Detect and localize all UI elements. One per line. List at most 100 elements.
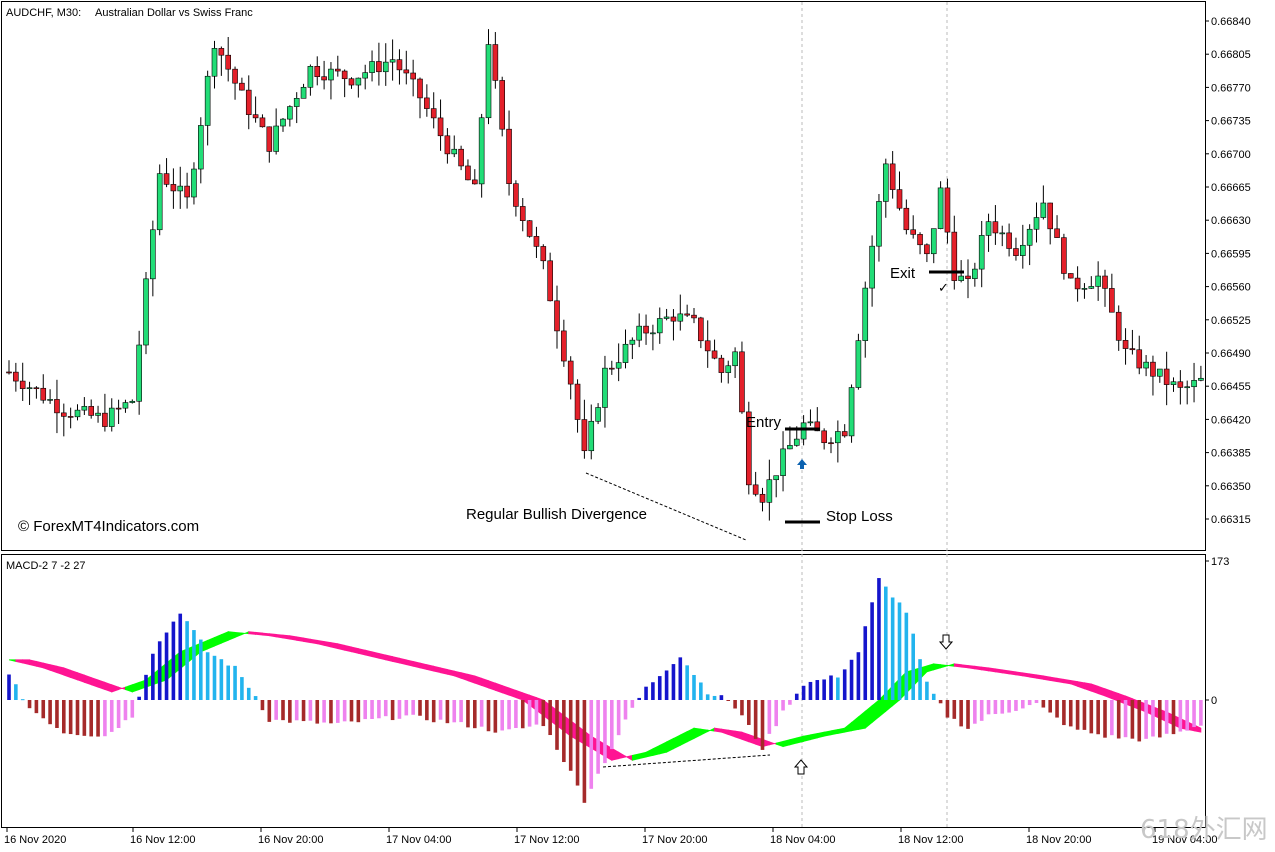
bear-candle <box>492 44 499 81</box>
bull-candle <box>588 420 595 452</box>
bear-candle <box>334 68 341 72</box>
bull-candle <box>1026 228 1033 246</box>
ribbon-segment-down <box>967 665 976 670</box>
ribbon-segment-up <box>864 704 873 729</box>
bear-candle <box>19 380 26 389</box>
bull-candle <box>725 365 732 373</box>
macd-histogram-bar <box>520 700 525 729</box>
bear-candle <box>403 69 410 74</box>
bull-candle <box>300 86 307 99</box>
macd-histogram-bar <box>726 700 731 701</box>
macd-histogram-bar <box>1158 700 1162 738</box>
time-tick-label: 17 Nov 12:00 <box>514 834 579 846</box>
macd-histogram-bar <box>315 700 320 724</box>
macd-histogram-bar <box>500 700 504 731</box>
bear-candle <box>1061 237 1067 274</box>
bull-candle <box>156 173 163 231</box>
ribbon-segment-up <box>673 734 681 750</box>
macd-histogram-bar <box>897 602 902 700</box>
time-tick-label: 16 Nov 20:00 <box>258 834 323 846</box>
ribbon-segment-down <box>392 656 400 664</box>
macd-histogram-bar <box>322 700 326 723</box>
bull-candle <box>74 409 81 418</box>
bull-candle <box>273 125 279 152</box>
candlestick-series <box>6 29 1204 521</box>
macd-histogram-bar <box>82 700 87 736</box>
macd-histogram-bar <box>377 700 381 719</box>
bull-candle <box>930 228 937 255</box>
macd-histogram-bar <box>1178 700 1183 732</box>
ribbon-segment-down <box>275 633 284 639</box>
bear-candle <box>430 108 437 119</box>
ribbon-segment-up <box>131 681 140 693</box>
bear-candle <box>752 484 759 495</box>
macd-histogram-bar <box>630 700 635 708</box>
price-tick-label: 0.66490 <box>1211 348 1251 360</box>
bear-candle <box>218 48 225 56</box>
macd-histogram-bar <box>1130 700 1135 739</box>
ribbon-segment-up <box>220 631 229 644</box>
macd-histogram-bar <box>89 700 93 737</box>
macd-histogram-bar <box>226 665 230 700</box>
macd-histogram-bar <box>466 700 470 728</box>
macd-histogram-bar <box>1068 700 1073 727</box>
macd-down-arrow-icon <box>938 634 954 650</box>
bull-candle <box>773 475 780 481</box>
ribbon-segment-up <box>707 727 715 733</box>
macd-histogram-bar <box>959 700 963 727</box>
bull-candle <box>191 168 197 198</box>
ribbon-segment-down <box>282 634 291 640</box>
bull-candle <box>1143 361 1149 369</box>
macd-histogram-bar <box>1123 700 1128 738</box>
bull-candle <box>999 232 1006 235</box>
ribbon-segment-down <box>15 659 24 664</box>
bear-candle <box>13 371 19 382</box>
macd-histogram-bar <box>719 695 724 700</box>
macd-histogram-bar <box>712 695 717 700</box>
bear-candle <box>60 412 67 417</box>
ribbon-segment-down <box>1015 671 1024 677</box>
time-tick-label: 16 Nov 2020 <box>4 834 66 846</box>
macd-histogram-bar <box>863 626 868 700</box>
macd-histogram-bar <box>75 700 80 736</box>
time-tick-label: 18 Nov 04:00 <box>770 834 835 846</box>
bull-candle <box>1198 377 1204 381</box>
macd-histogram-bar <box>733 700 737 709</box>
ribbon-segment-up <box>686 727 695 743</box>
bull-candle <box>129 400 136 403</box>
bull-candle <box>47 399 53 401</box>
bear-candle <box>745 411 752 486</box>
ribbon-segment-down <box>508 687 517 699</box>
ribbon-segment-down <box>481 677 489 689</box>
macd-histogram-bar <box>7 674 11 700</box>
ribbon-segment-down <box>988 667 996 673</box>
macd-histogram-bar <box>459 700 463 723</box>
ribbon-segment-down <box>501 684 510 696</box>
bull-candle <box>198 125 204 170</box>
bull-candle <box>280 118 286 127</box>
bull-candle <box>656 318 663 334</box>
macd-histogram-bar <box>911 633 915 700</box>
ribbon-segment-down <box>351 646 359 654</box>
ribbon-segment-up <box>858 710 866 730</box>
ribbon-segment-up <box>837 727 846 734</box>
macd-histogram-bar <box>1089 700 1094 734</box>
bear-candle <box>841 431 848 437</box>
ribbon-segment-down <box>734 730 743 740</box>
ribbon-segment-up <box>125 684 133 693</box>
macd-histogram-bar <box>144 674 148 700</box>
ribbon-segment-down <box>1008 670 1017 676</box>
bear-candle <box>67 416 74 418</box>
price-tick-label: 0.66770 <box>1211 82 1251 94</box>
bear-candle <box>376 61 382 73</box>
macd-histogram-bar <box>452 700 457 723</box>
macd-histogram-bar <box>740 700 744 716</box>
exit-check-icon: ✓ <box>938 280 949 295</box>
bull-candle <box>328 68 334 81</box>
price-tick-label: 0.66315 <box>1211 514 1251 526</box>
time-tick-label: 17 Nov 20:00 <box>642 834 707 846</box>
bull-candle <box>307 66 314 88</box>
bear-candle <box>924 244 930 255</box>
ribbon-segment-up <box>871 699 880 724</box>
macd-histogram-bar <box>199 639 203 700</box>
